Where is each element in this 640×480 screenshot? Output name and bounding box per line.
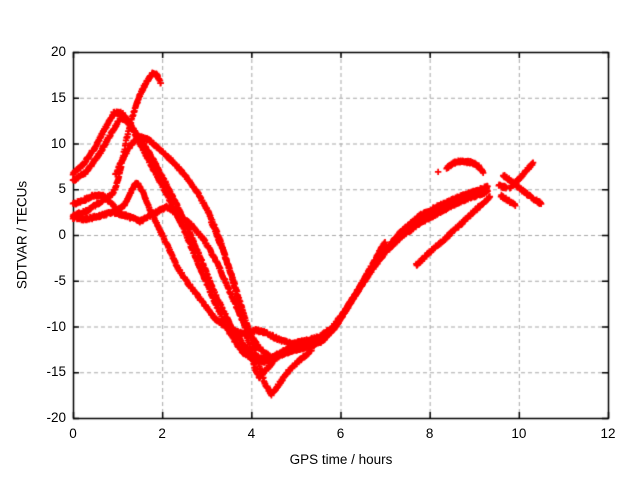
x-tick-label: 8 [425, 426, 434, 441]
y-tick-label: 5 [58, 181, 66, 197]
y-tick-label: 15 [50, 89, 66, 105]
x-tick-label: 0 [69, 426, 77, 441]
y-tick-label: 0 [58, 227, 66, 242]
y-tick-label: -20 [46, 410, 66, 425]
x-tick-label: 10 [511, 426, 527, 441]
x-tick-label: 4 [247, 426, 256, 441]
y-tick-label: 10 [50, 135, 66, 151]
y-tick-label: -15 [46, 364, 66, 380]
y-tick-label: -10 [46, 318, 66, 334]
y-tick-label: -5 [53, 272, 66, 288]
x-tick-label: 6 [336, 426, 345, 441]
x-tick-label: 2 [158, 426, 166, 441]
y-tick-label: 20 [50, 44, 66, 59]
x-tick-label: 12 [600, 426, 616, 441]
x-axis-label: GPS time / hours [289, 452, 393, 467]
